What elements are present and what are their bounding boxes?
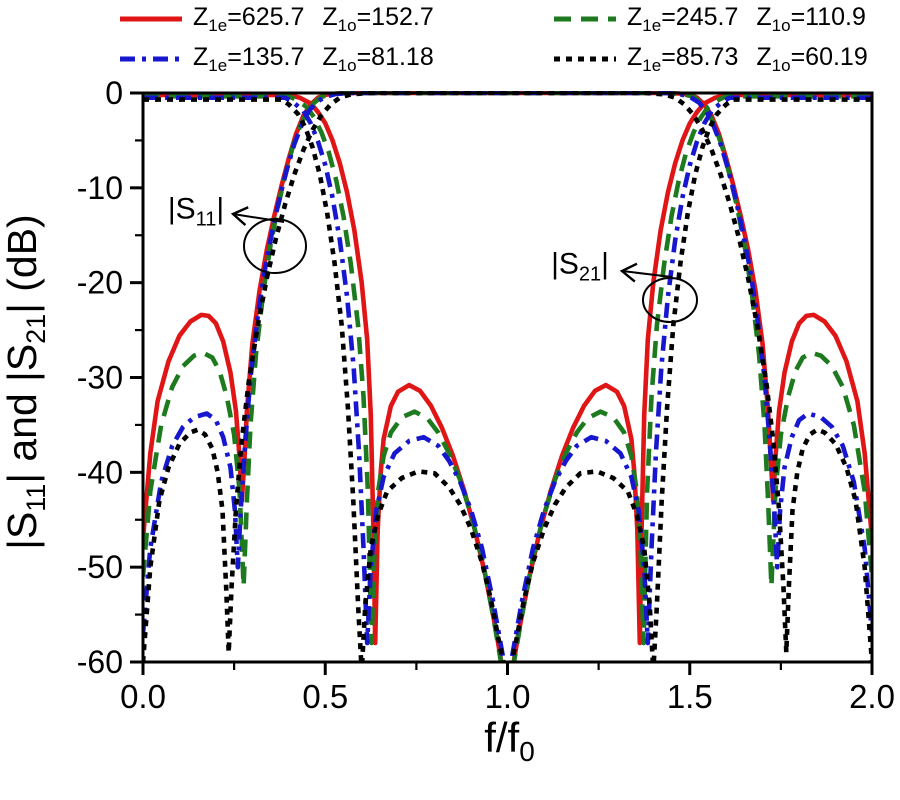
legend-line-sample [554,16,616,22]
curve-design1-s21 [143,92,872,664]
legend-item-design3: Z1e=135.7 Z1o=81.18 [118,42,434,76]
annotation-arrow-s11 [232,213,285,223]
curves [141,91,874,664]
annotation-text-s21: |S21| [551,247,609,286]
plot-frame [141,91,874,664]
curve-design2-s21 [143,94,872,664]
legend-line-sample [554,56,616,62]
x-tick-label: 2.0 [849,678,895,715]
y-axis-label: |S11| and |S21| (dB) [0,214,51,549]
y-tick-label: -20 [77,265,123,301]
y-tick-label: -50 [77,549,123,585]
x-tick-label: 0.5 [302,678,348,715]
y-tick-label: -40 [77,454,123,490]
annotation-ellipse-s11 [243,218,307,274]
annotation-arrow-s21 [621,270,673,278]
legend-line-sample [120,16,182,22]
legend-line-sample [120,56,182,62]
x-tick-label: 0.0 [120,678,166,715]
annotation-ellipse-s21 [642,277,698,323]
curve-design4-s21 [143,97,872,664]
legend-label: Z1e=625.7 Z1o=152.7 [193,2,434,35]
legend-label: Z1e=135.7 Z1o=81.18 [193,42,434,75]
x-tick-label: 1.5 [667,678,713,715]
legend-item-design4: Z1e=85.73 Z1o=60.19 [552,42,868,76]
annotation-arrowhead-s21 [619,262,638,283]
y-tick-label: -60 [77,644,123,680]
curve-design1-s11 [141,91,874,539]
x-tick-label: 1.0 [485,678,531,715]
annotation-arrowhead-s11 [230,206,249,226]
y-tick-label: -10 [77,170,123,206]
legend-item-design1: Z1e=625.7 Z1o=152.7 [118,2,434,36]
legend-label: Z1e=245.7 Z1o=110.9 [627,2,866,35]
legend-item-design2: Z1e=245.7 Z1o=110.9 [552,2,866,36]
legend-label: Z1e=85.73 Z1o=60.19 [627,42,868,75]
x-axis-label: f/f0 [484,714,535,767]
y-tick-label: -30 [77,360,123,396]
curve-design4-s11 [141,91,874,663]
annotation-text-s11: |S11| [167,192,225,231]
y-tick-label: 0 [105,75,123,111]
